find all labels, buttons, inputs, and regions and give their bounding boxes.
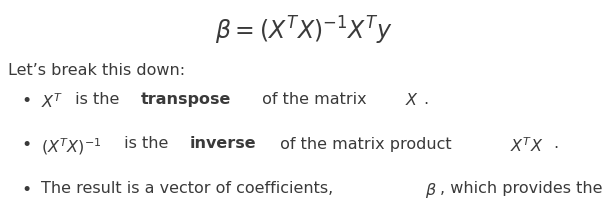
Text: $X$: $X$ (405, 92, 419, 108)
Text: $X^TX$: $X^TX$ (510, 136, 543, 155)
Text: Let’s break this down:: Let’s break this down: (8, 63, 185, 78)
Text: .: . (553, 136, 558, 151)
Text: , which provides the best fit for our data.: , which provides the best fit for our da… (440, 181, 607, 196)
Text: $\beta = (X^TX)^{-1}X^Ty$: $\beta = (X^TX)^{-1}X^Ty$ (215, 15, 392, 47)
Text: $X^T$: $X^T$ (41, 92, 64, 111)
Text: of the matrix: of the matrix (257, 92, 371, 107)
Text: $\beta$: $\beta$ (425, 181, 436, 200)
Text: •: • (21, 92, 31, 110)
Text: of the matrix product: of the matrix product (276, 136, 457, 151)
Text: •: • (21, 181, 31, 199)
Text: is the: is the (119, 136, 174, 151)
Text: transpose: transpose (140, 92, 231, 107)
Text: The result is a vector of coefficients,: The result is a vector of coefficients, (41, 181, 339, 196)
Text: .: . (423, 92, 428, 107)
Text: $(X^TX)^{-1}$: $(X^TX)^{-1}$ (41, 136, 101, 157)
Text: inverse: inverse (189, 136, 256, 151)
Text: •: • (21, 136, 31, 155)
Text: is the: is the (70, 92, 124, 107)
